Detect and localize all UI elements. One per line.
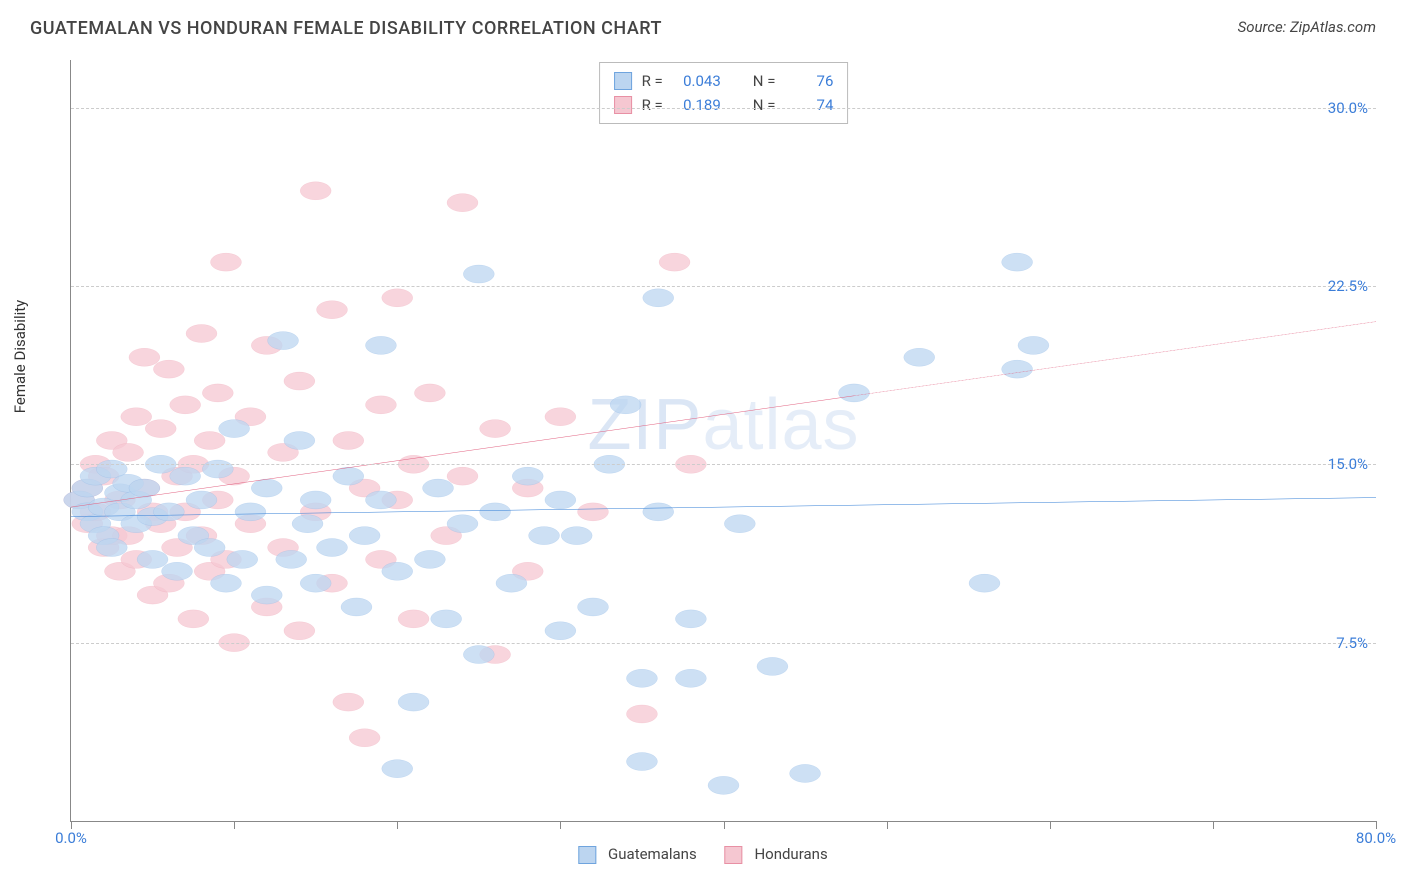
x-tick-label: 80.0%: [1356, 829, 1396, 847]
y-axis-label: Female Disability: [11, 300, 29, 414]
y-tick-label: 22.5%: [1328, 277, 1368, 295]
n-value-b: 74: [785, 93, 833, 117]
r-value-a: 0.043: [673, 69, 721, 93]
source-label: Source: ZipAtlas.com: [1238, 18, 1376, 36]
x-tick-label: 0.0%: [55, 829, 87, 847]
legend-swatch-a-icon: [578, 846, 596, 864]
y-tick-label: 7.5%: [1336, 634, 1368, 652]
n-label: N =: [753, 69, 776, 93]
chart-title: GUATEMALAN VS HONDURAN FEMALE DISABILITY…: [30, 18, 662, 39]
legend-label-a: Guatemalans: [608, 845, 697, 863]
r-label: R =: [642, 93, 663, 117]
stats-row-b: R = 0.189 N = 74: [614, 93, 834, 117]
swatch-b-icon: [614, 96, 632, 114]
plot-region: ZIPatlas R = 0.043 N = 76 R = 0.189 N = …: [70, 60, 1376, 822]
r-label: R =: [642, 69, 663, 93]
chart-area: Female Disability ZIPatlas R = 0.043 N =…: [30, 50, 1376, 872]
stats-legend: R = 0.043 N = 76 R = 0.189 N = 74: [599, 62, 849, 124]
swatch-a-icon: [614, 72, 632, 90]
legend-label-b: Hondurans: [754, 845, 827, 863]
stats-row-a: R = 0.043 N = 76: [614, 69, 834, 93]
y-tick-label: 15.0%: [1328, 455, 1368, 473]
series-legend: Guatemalans Hondurans: [578, 845, 827, 864]
y-tick-label: 30.0%: [1328, 99, 1368, 117]
r-value-b: 0.189: [673, 93, 721, 117]
n-label: N =: [753, 93, 776, 117]
legend-item-a: Guatemalans: [578, 845, 696, 864]
legend-swatch-b-icon: [725, 846, 743, 864]
legend-item-b: Hondurans: [725, 845, 828, 864]
n-value-a: 76: [785, 69, 833, 93]
scatter-svg: [71, 60, 1376, 821]
